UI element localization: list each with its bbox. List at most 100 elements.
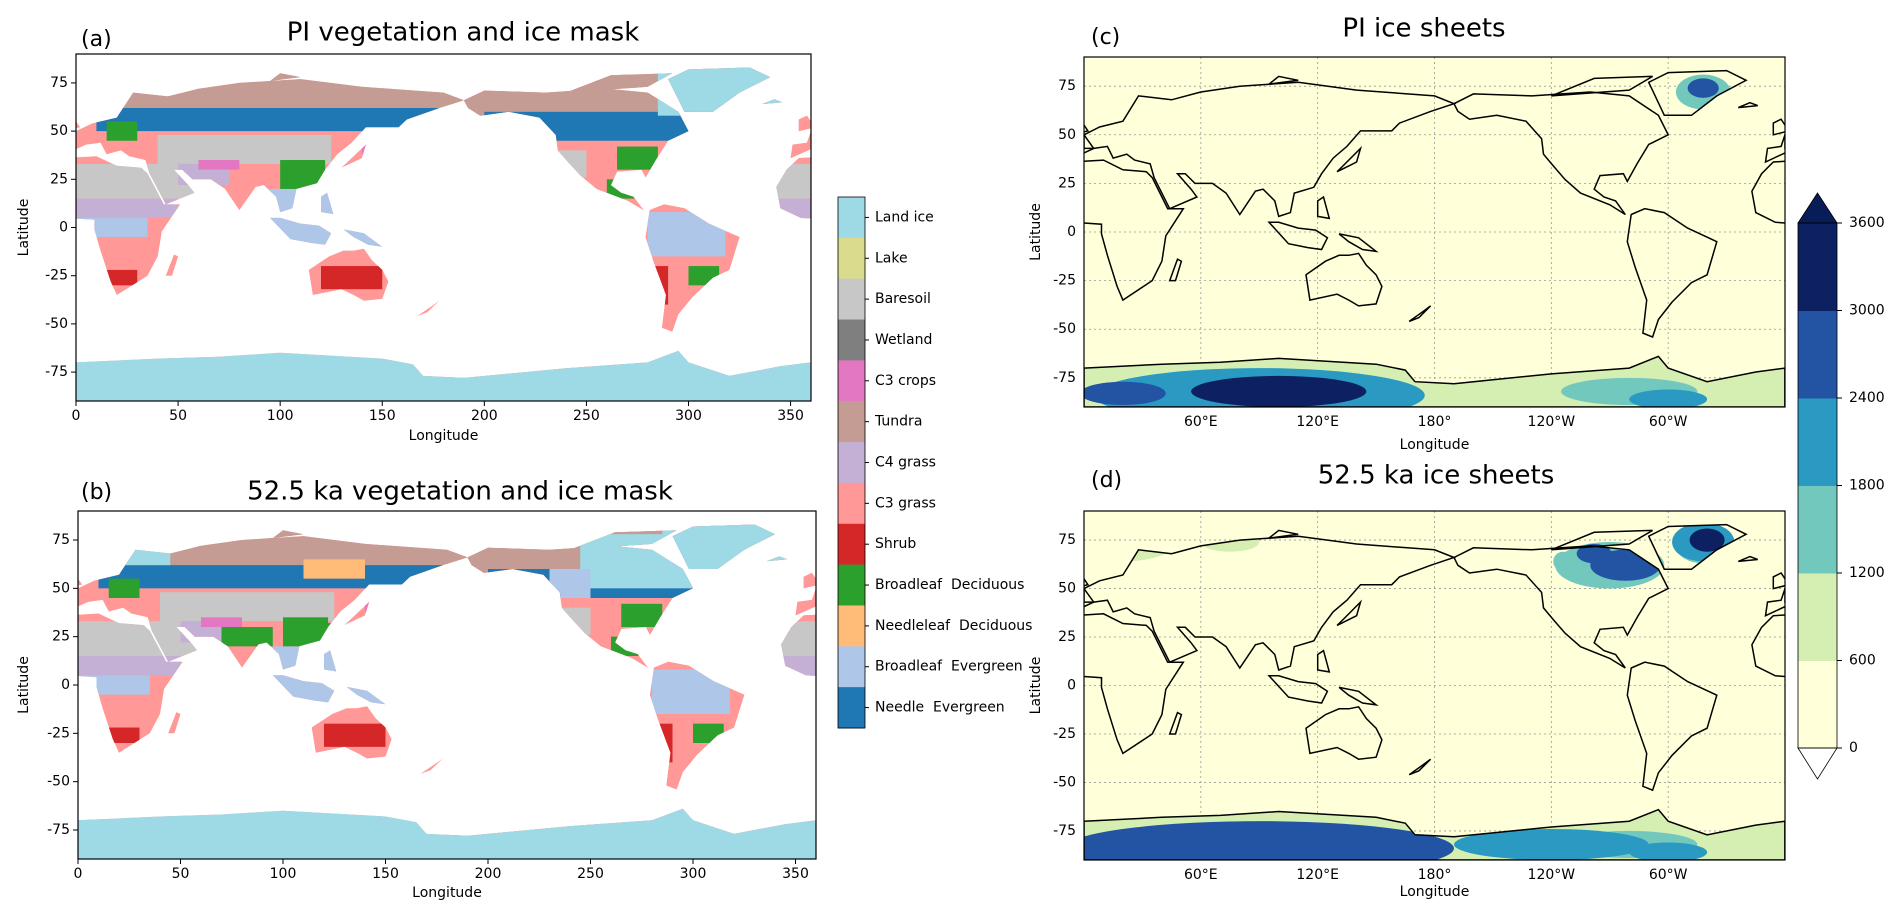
legend-swatch [838,442,865,484]
y-tick-label: 50 [1058,581,1076,597]
y-tick-label: 75 [50,75,68,91]
legend-label: C4 grass [875,455,936,471]
coastline [1316,195,1331,220]
x-tick-label: 50 [169,408,187,424]
coastline [1267,221,1329,251]
coastline [1772,118,1785,136]
y-tick-label: 25 [50,171,68,187]
coastline [1037,557,1056,562]
panel-title: PI vegetation and ice mask [287,18,640,48]
legend-label: Broadleaf Deciduous [875,577,1024,593]
x-tick-label: 120°E [1296,414,1339,430]
x-tick-label: 50 [172,866,190,882]
ice-region [1687,78,1719,98]
x-tick-label: 250 [573,408,600,424]
colorbar-tick-label: 3600 [1849,215,1885,231]
coastline [1168,258,1183,282]
y-tick-label: -75 [47,822,70,838]
colorbar-bin [1798,660,1837,749]
vegetation-region [106,121,138,141]
legend-swatch [838,278,865,321]
coastline [1551,529,1653,551]
legend-swatch [838,482,865,525]
vegetation-region [108,727,140,743]
y-tick-label: 50 [50,123,68,139]
colorbar-tick-label: 0 [1849,740,1858,756]
y-tick-label: -75 [1053,823,1076,839]
x-tick-label: 60°W [1649,867,1688,883]
x-axis-label: Longitude [409,428,479,444]
coastline [1871,259,1883,280]
y-tick-label: 25 [1058,175,1076,191]
legend-label: Land ice [875,209,934,225]
coastline [1084,133,1095,154]
coastline [1551,75,1653,97]
y-axis-label: Latitude [16,656,32,714]
ice-region [1629,842,1708,860]
coastline [1338,233,1379,253]
x-tick-label: 250 [577,866,604,882]
coastline [1738,555,1758,563]
vegetation-region [201,617,242,627]
y-tick-label: -50 [1053,321,1076,337]
y-tick-label: -75 [45,364,68,380]
x-tick-label: 150 [369,408,396,424]
vegetation-region [303,559,365,579]
coastline [1647,523,1748,570]
y-axis-label: Latitude [1028,657,1044,715]
coastline [1626,207,1718,338]
colorbar-extend-max [1797,192,1838,224]
coastline [1408,758,1432,776]
map-area [78,511,816,859]
legend-label: Lake [875,250,908,266]
map-area [76,54,811,401]
colorbar-bin [1798,310,1837,399]
y-tick-label: 0 [1067,224,1076,240]
vegetation-region [78,656,181,676]
legend-swatch [838,197,865,239]
coastline [1084,613,1185,755]
legend-swatch [838,564,865,606]
coastline [1738,101,1758,109]
panel-label: (a) [81,27,112,52]
panel-label: (d) [1091,468,1122,493]
coastline [1267,675,1329,704]
legend-swatch [838,360,865,402]
legend-label: Needle Evergreen [875,700,1005,716]
axes-frame [1083,510,1786,861]
vegetation-region [96,107,444,132]
axes-frame [1083,56,1786,408]
coastline [1305,252,1383,307]
coastline [1084,81,1457,218]
map-area [1037,511,1785,860]
colorbar-extend-min [1797,747,1838,780]
vegetation-region [108,578,140,598]
legend-swatch [838,319,865,361]
legend-swatch [838,646,865,688]
x-tick-label: 300 [680,866,707,882]
y-tick-label: -50 [45,316,68,332]
panel-title: 52.5 ka ice sheets [1318,461,1555,491]
vegetation-region [621,603,663,627]
vegetation-region [198,160,240,170]
y-tick-label: -50 [1053,774,1076,790]
x-tick-label: 0 [72,408,81,424]
y-tick-label: -25 [47,725,70,741]
colorbar-bin [1798,573,1837,661]
coastline [1338,686,1379,707]
x-tick-label: 300 [675,408,702,424]
y-axis-label: Latitude [1028,203,1044,261]
x-tick-label: 350 [777,408,804,424]
legend-swatch [838,237,865,280]
y-tick-label: 75 [52,532,70,548]
coastline [1084,808,1785,860]
coastline [1084,535,1457,671]
y-tick-label: -50 [47,774,70,790]
panel-title: 52.5 ka vegetation and ice mask [247,477,673,507]
colorbar-tick-label: 3000 [1849,303,1885,319]
coastline [1084,355,1785,407]
y-tick-label: -25 [1053,273,1076,289]
legend-label: Baresoil [875,291,931,307]
vegetation-region [221,627,273,647]
